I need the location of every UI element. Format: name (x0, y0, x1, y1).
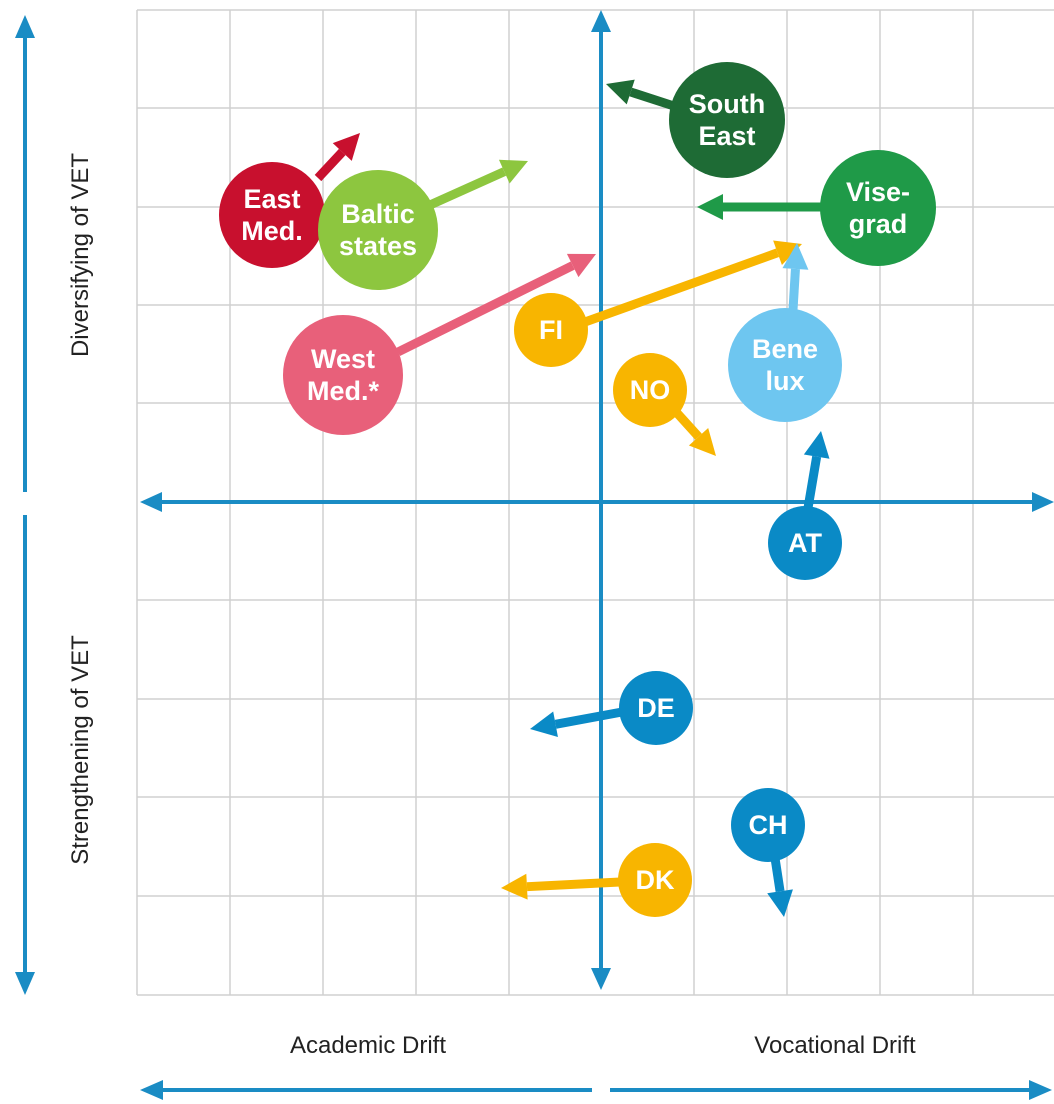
node-circle (514, 293, 588, 367)
arrowhead (498, 159, 528, 184)
node-label: Bene (752, 334, 818, 364)
node-label: lux (765, 366, 804, 396)
arrowhead (140, 492, 162, 512)
arrowhead (332, 133, 360, 161)
arrowhead (140, 1080, 163, 1100)
arrow-shaft (554, 707, 623, 729)
node-label: DK (636, 865, 675, 895)
arrowhead (773, 240, 802, 266)
arrowhead (606, 79, 635, 105)
node-label: states (339, 231, 417, 261)
node-circle (219, 162, 325, 268)
arrowhead (697, 194, 723, 220)
node-circle (618, 843, 692, 917)
arrow-shaft (770, 857, 785, 892)
arrowhead (782, 243, 809, 270)
node-label: Baltic (341, 199, 415, 229)
arrowhead (1029, 1080, 1052, 1100)
node-label: Med. (241, 216, 303, 246)
node-label: grad (849, 209, 908, 239)
arrow-shaft (788, 268, 800, 311)
axis-label: Vocational Drift (754, 1032, 916, 1059)
arrowhead (15, 972, 35, 995)
node-label: Med.* (307, 376, 380, 406)
arrowhead (688, 428, 716, 456)
node-circle (613, 353, 687, 427)
node-label: AT (788, 528, 822, 558)
axis-label: Diversifying of VET (67, 153, 94, 357)
arrowhead (15, 15, 35, 38)
arrowhead (1032, 492, 1054, 512)
node-circle (318, 170, 438, 290)
axis-label: Strengthening of VET (67, 635, 94, 865)
node-circle (731, 788, 805, 862)
nodes: SouthEastVise-gradEastMed.BalticstatesWe… (219, 62, 936, 917)
node-label: South (689, 89, 765, 119)
arrow-shaft (526, 877, 621, 892)
arrowhead (591, 968, 611, 990)
arrow-shaft (803, 455, 822, 509)
arrow-shaft (583, 248, 780, 327)
node-circle (728, 308, 842, 422)
arrowhead (591, 10, 611, 32)
node-label: Vise- (846, 177, 910, 207)
node-label: West (311, 344, 375, 374)
arrowhead (501, 873, 528, 900)
node-label: DE (637, 693, 675, 723)
arrow-shaft (428, 167, 507, 210)
node-label: CH (749, 810, 788, 840)
node-circle (283, 315, 403, 435)
arrowhead (767, 889, 793, 917)
node-circle (768, 506, 842, 580)
arrow-shaft (396, 261, 575, 357)
arrow-shaft (314, 148, 346, 182)
node-label: East (698, 121, 755, 151)
axes (15, 10, 1054, 1100)
node-circle (669, 62, 785, 178)
node-label: NO (630, 375, 671, 405)
arrowhead (566, 253, 596, 278)
axis-label: Academic Drift (290, 1032, 446, 1059)
arrowhead (530, 711, 558, 738)
node-circle (619, 671, 693, 745)
arrowhead (803, 431, 830, 459)
node-circle (820, 150, 936, 266)
node-label: East (243, 184, 300, 214)
node-label: FI (539, 315, 563, 345)
